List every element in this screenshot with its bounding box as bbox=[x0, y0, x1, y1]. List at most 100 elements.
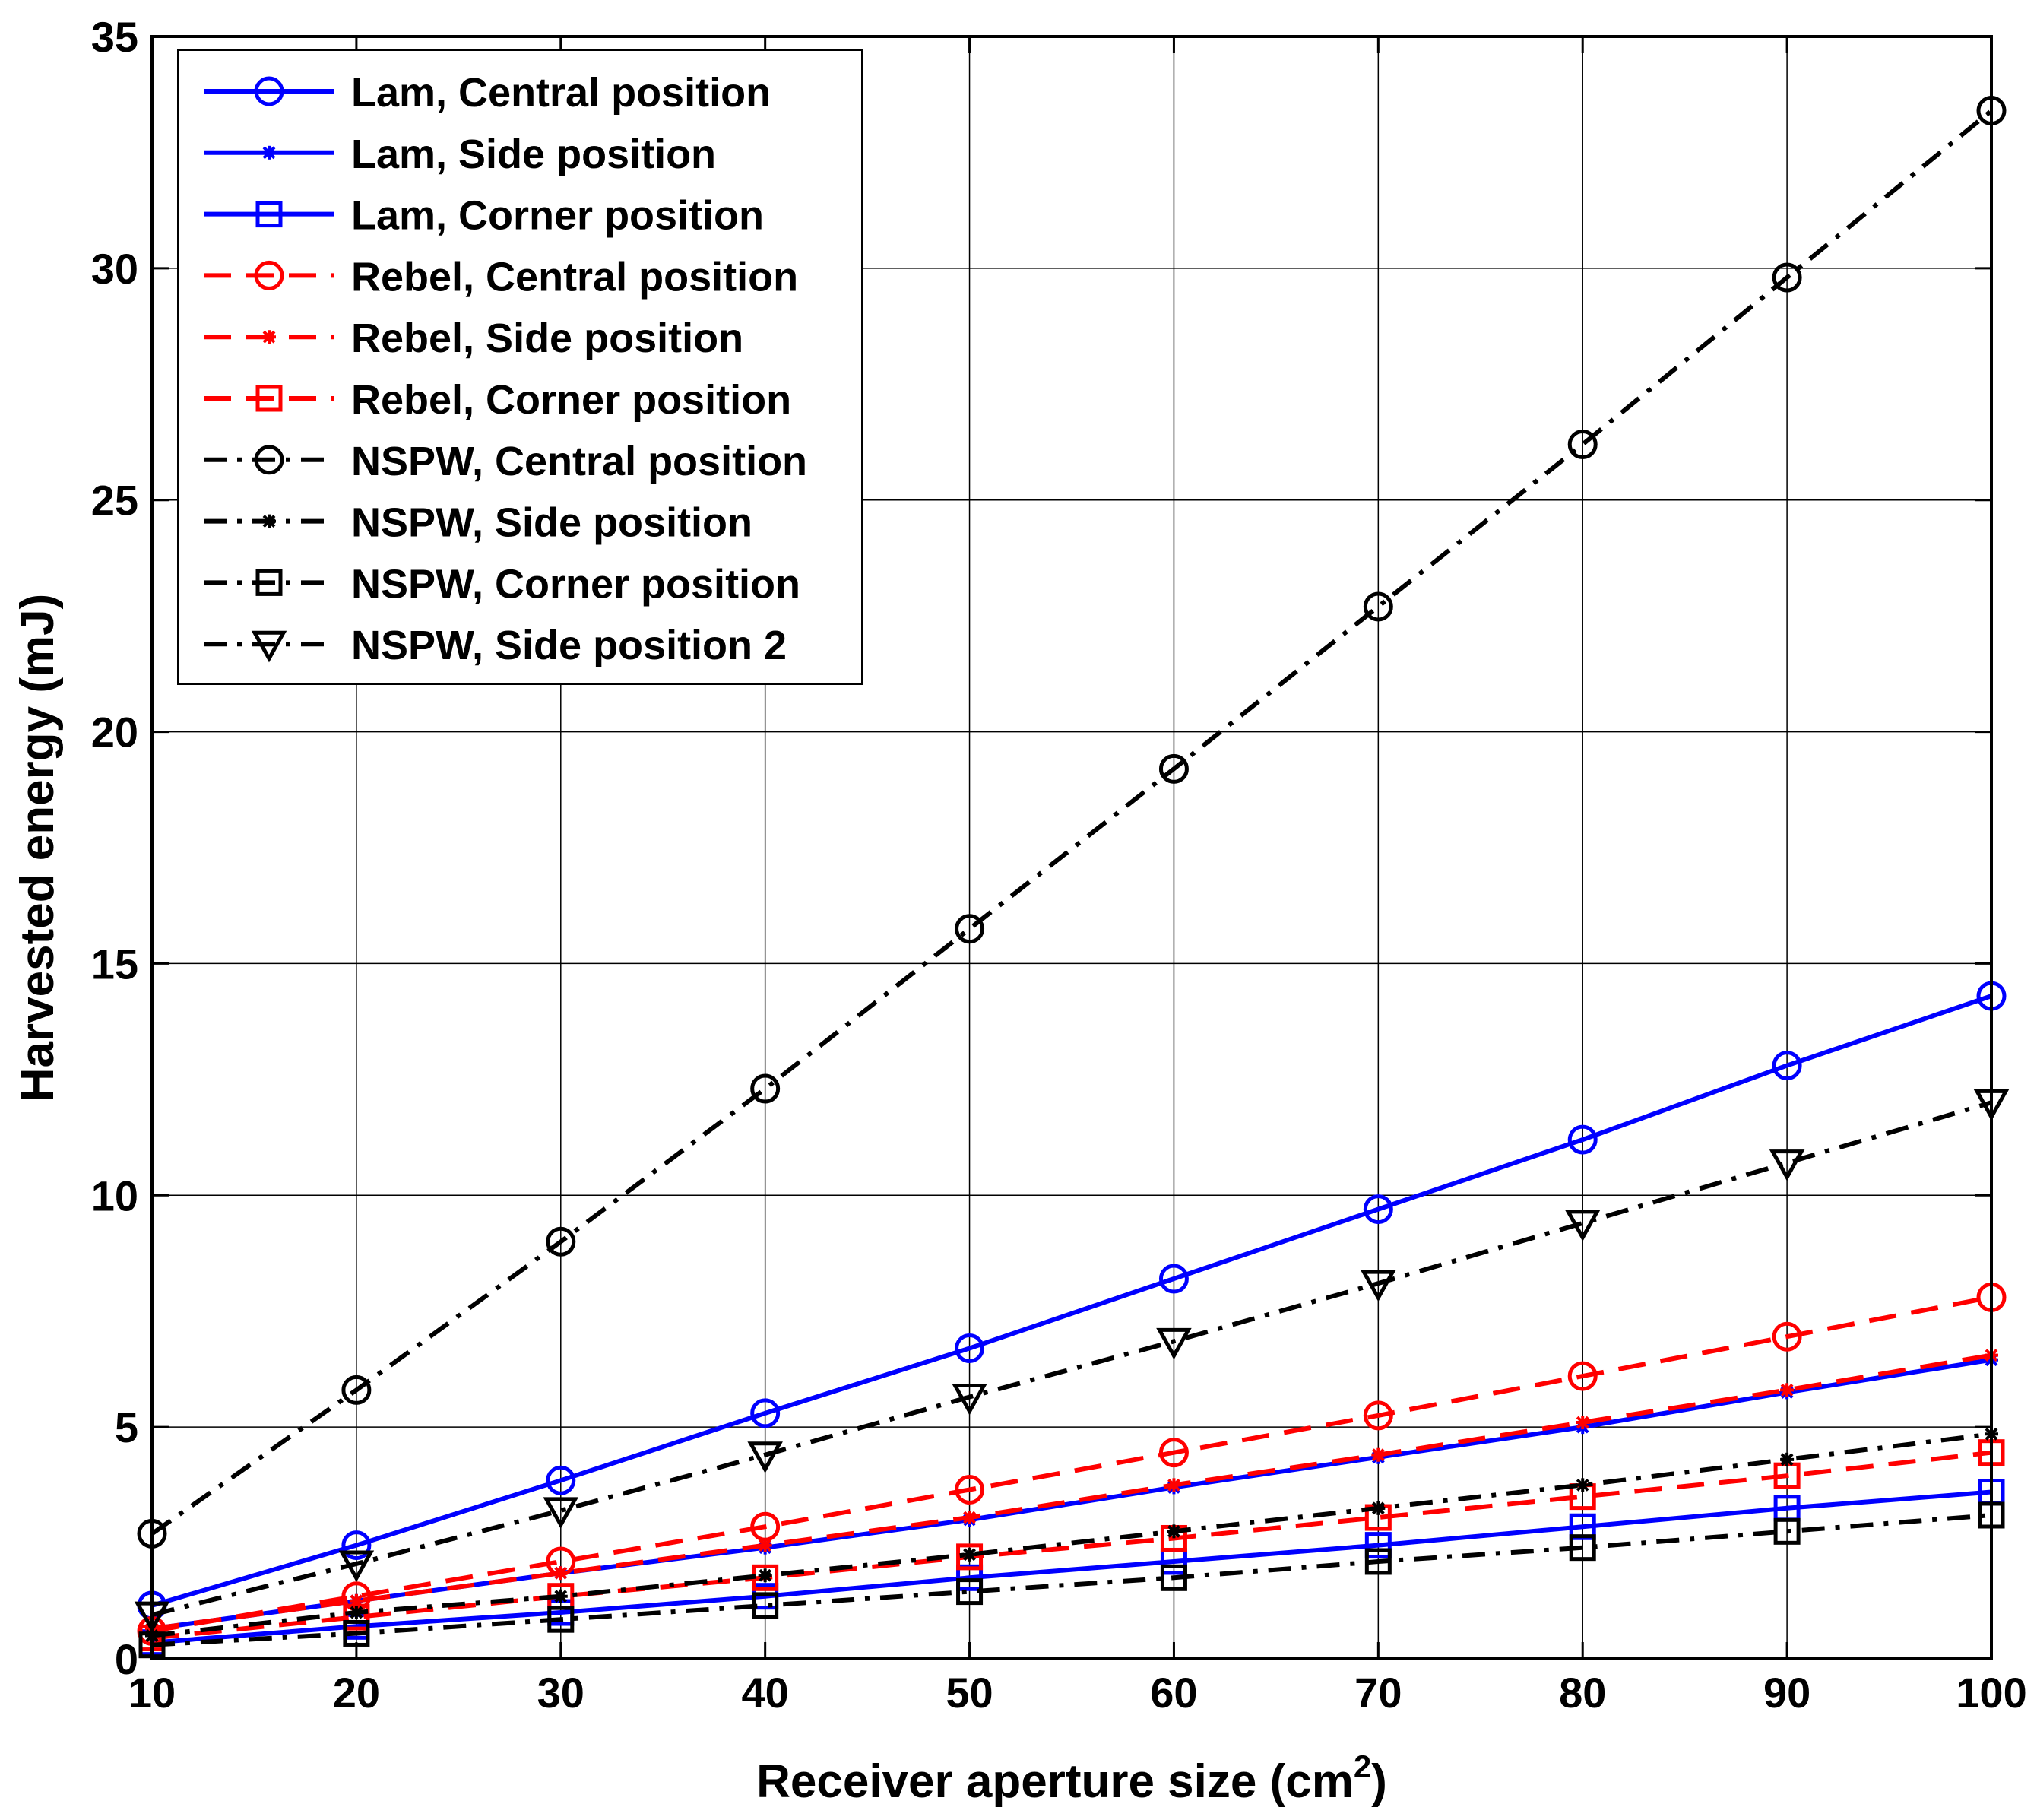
marker-square bbox=[547, 1606, 575, 1633]
marker-square bbox=[1569, 1513, 1596, 1540]
y-axis-label: Harvested energy (mJ) bbox=[11, 594, 64, 1102]
marker-star bbox=[962, 1547, 977, 1562]
legend-label: Lam, Corner position bbox=[351, 193, 764, 239]
x-tick-label: 60 bbox=[1150, 1669, 1197, 1717]
legend-label: NSPW, Corner position bbox=[351, 561, 800, 607]
legend-label: NSPW, Side position 2 bbox=[351, 623, 787, 668]
marker-square bbox=[1364, 1532, 1392, 1559]
marker-circle bbox=[1567, 1361, 1598, 1391]
marker-triangle-down bbox=[1156, 1327, 1192, 1360]
marker-triangle-down bbox=[952, 1384, 987, 1416]
marker-star bbox=[758, 1538, 772, 1552]
marker-circle bbox=[1158, 1264, 1189, 1294]
legend-entry: Lam, Side position bbox=[204, 132, 716, 177]
marker-square bbox=[1773, 1517, 1801, 1545]
plot-frame bbox=[150, 35, 1993, 1660]
legend-label: Rebel, Side position bbox=[351, 315, 743, 361]
marker-circle bbox=[546, 1226, 576, 1257]
series-line bbox=[151, 1513, 1992, 1647]
marker-circle bbox=[955, 1474, 985, 1505]
y-tick-label: 5 bbox=[115, 1403, 138, 1451]
marker-circle bbox=[341, 1375, 372, 1405]
series-10 bbox=[134, 1089, 2010, 1634]
marker-circle bbox=[1363, 1194, 1393, 1225]
marker-triangle-down bbox=[1361, 1270, 1396, 1302]
y-tick-label: 15 bbox=[91, 940, 138, 988]
series-line bbox=[151, 1489, 1992, 1645]
marker-square bbox=[752, 1592, 779, 1619]
marker-square bbox=[956, 1564, 984, 1591]
marker-circle bbox=[1158, 1438, 1189, 1468]
marker-star bbox=[1780, 1452, 1795, 1466]
marker-star bbox=[1576, 1478, 1590, 1492]
marker-star bbox=[262, 514, 276, 528]
series-line bbox=[151, 994, 1992, 1608]
marker-triangle-down bbox=[543, 1497, 579, 1530]
marker-star bbox=[1167, 1478, 1181, 1492]
marker-star bbox=[262, 330, 276, 344]
marker-star bbox=[262, 145, 276, 160]
legend-label: Rebel, Central position bbox=[351, 254, 798, 300]
marker-square bbox=[956, 1578, 984, 1606]
legend-label: NSPW, Side position bbox=[351, 500, 752, 546]
marker-circle bbox=[955, 1333, 985, 1363]
marker-circle bbox=[1567, 430, 1598, 460]
marker-circle bbox=[546, 1465, 576, 1495]
marker-circle bbox=[955, 914, 985, 944]
series-line bbox=[150, 109, 1993, 1536]
x-tick-label: 90 bbox=[1763, 1669, 1810, 1717]
x-tick-label: 40 bbox=[742, 1669, 789, 1717]
y-tick-label: 35 bbox=[91, 13, 138, 61]
marker-star bbox=[962, 1511, 977, 1525]
legend-entry: Lam, Corner position bbox=[204, 193, 764, 239]
marker-circle bbox=[254, 76, 284, 106]
legend-label: NSPW, Central position bbox=[351, 439, 807, 484]
legend-label: Lam, Central position bbox=[351, 70, 771, 116]
y-tick-label: 25 bbox=[91, 477, 138, 525]
series-line bbox=[151, 1450, 1992, 1641]
marker-star bbox=[1167, 1524, 1181, 1539]
legend-entry: Rebel, Corner position bbox=[204, 377, 791, 423]
marker-circle bbox=[1772, 262, 1802, 293]
legend-entry: NSPW, Side position bbox=[204, 500, 752, 546]
marker-triangle-down bbox=[1769, 1149, 1805, 1181]
x-tick-label: 50 bbox=[946, 1669, 993, 1717]
marker-star bbox=[1371, 1501, 1386, 1515]
marker-star bbox=[1576, 1416, 1590, 1430]
marker-square bbox=[255, 385, 283, 412]
series-line bbox=[151, 1295, 1992, 1634]
marker-star bbox=[553, 1566, 568, 1581]
marker-circle bbox=[1567, 1124, 1598, 1155]
marker-triangle-down bbox=[251, 630, 287, 663]
x-tick-label: 70 bbox=[1354, 1669, 1402, 1717]
marker-square bbox=[255, 201, 283, 228]
marker-triangle-down bbox=[747, 1441, 783, 1473]
legend-entry: Rebel, Central position bbox=[204, 254, 798, 300]
x-axis-label: Receiver aperture size (cm2) bbox=[756, 1749, 1387, 1808]
marker-circle bbox=[750, 1073, 781, 1104]
marker-triangle-down bbox=[1564, 1210, 1601, 1241]
marker-star bbox=[553, 1589, 568, 1603]
series-8 bbox=[145, 1427, 1998, 1643]
legend: Lam, Central position Lam, Side position L… bbox=[177, 49, 863, 685]
marker-circle bbox=[341, 1530, 372, 1561]
marker-square bbox=[1569, 1534, 1596, 1562]
y-tick-label: 10 bbox=[91, 1172, 138, 1219]
marker-circle bbox=[1772, 1321, 1802, 1352]
y-tick-label: 0 bbox=[115, 1635, 138, 1683]
marker-square bbox=[1364, 1548, 1392, 1575]
marker-star bbox=[1780, 1383, 1795, 1397]
legend-entry: NSPW, Corner position bbox=[204, 561, 800, 607]
y-tick-label: 20 bbox=[91, 709, 138, 756]
marker-circle bbox=[1363, 1400, 1393, 1431]
y-tick-label: 30 bbox=[91, 245, 138, 293]
legend-entry: Rebel, Side position bbox=[204, 315, 743, 361]
marker-square bbox=[1160, 1564, 1187, 1591]
series-line bbox=[151, 1352, 1992, 1631]
marker-star bbox=[1371, 1447, 1386, 1462]
legend-entry: Lam, Central position bbox=[204, 70, 771, 116]
legend-entry: NSPW, Side position 2 bbox=[204, 623, 787, 668]
series-line bbox=[151, 1432, 1992, 1638]
marker-circle bbox=[1363, 591, 1393, 622]
